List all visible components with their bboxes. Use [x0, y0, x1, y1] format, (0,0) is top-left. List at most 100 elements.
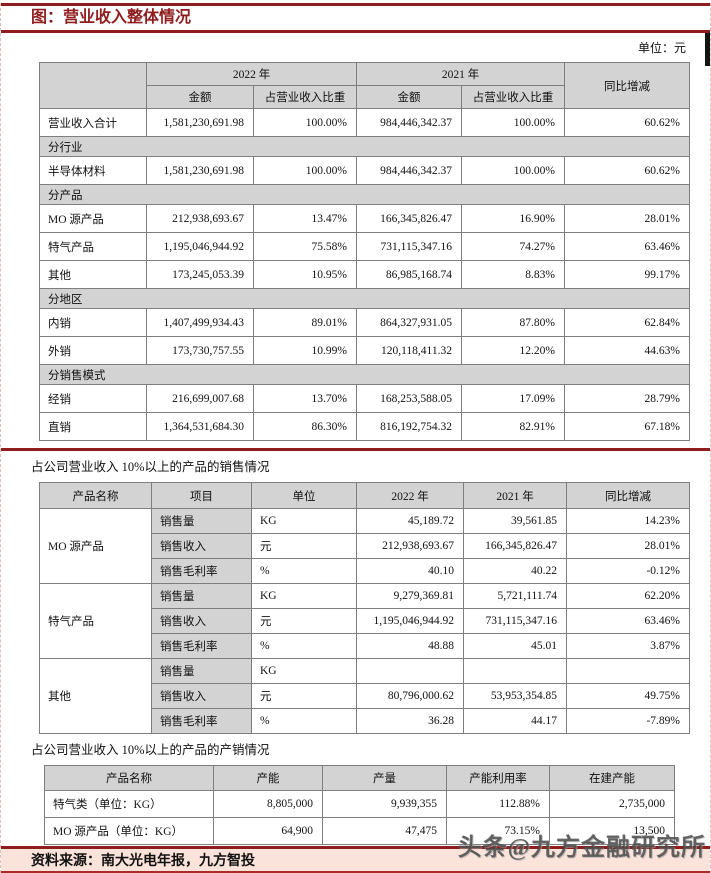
- item-label: 销售收入: [151, 608, 252, 634]
- value-2022: 40.10: [356, 558, 464, 584]
- amount-2022: 1,364,531,684.30: [146, 412, 254, 441]
- value-2022: 80,796,000.62: [356, 683, 464, 709]
- share-2021: 17.09%: [461, 384, 565, 413]
- col-header-share-2021: 占营业收入比重: [461, 85, 565, 109]
- yoy-value: [566, 658, 690, 684]
- section-label: 分地区: [39, 288, 690, 309]
- col-header-amount-2022: 金额: [146, 85, 254, 109]
- table-row: 经销 216,699,007.68 13.70% 168,253,588.05 …: [39, 384, 690, 413]
- col-header-capacity: 产能: [213, 765, 323, 791]
- amount-2022: 212,938,693.67: [146, 204, 254, 233]
- yoy-value: 28.01%: [564, 204, 690, 233]
- yoy-value: 60.62%: [564, 108, 690, 137]
- page-title: 图：营业收入整体情况: [31, 9, 192, 26]
- value-2021: 39,561.85: [463, 508, 567, 534]
- share-2021: 100.00%: [461, 156, 565, 185]
- section-row: 分行业: [39, 136, 690, 157]
- row-label: 直销: [39, 412, 147, 441]
- unit-value: 元: [251, 683, 357, 709]
- col-header-share-2022: 占营业收入比重: [253, 85, 357, 109]
- section-label: 分销售模式: [39, 364, 690, 385]
- share-2022: 75.58%: [253, 232, 357, 261]
- scrollbar-thumb[interactable]: [705, 33, 710, 66]
- col-header-yoy: 同比增减: [566, 482, 690, 509]
- yoy-value: -7.89%: [566, 708, 690, 734]
- col-header-amount-2021: 金额: [356, 85, 462, 109]
- yoy-value: 28.01%: [566, 533, 690, 559]
- title-underline: [1, 30, 710, 33]
- share-2022: 13.70%: [253, 384, 357, 413]
- item-label: 销售量: [151, 658, 252, 684]
- unit-value: %: [251, 633, 357, 659]
- section-divider-rule: [1, 448, 710, 451]
- share-2022: 100.00%: [253, 156, 357, 185]
- row-label: 特气产品: [39, 232, 147, 261]
- share-2022: 89.01%: [253, 308, 357, 337]
- empty-corner-cell: [39, 62, 147, 109]
- table-row: 销售毛利率 % 36.28 44.17 -7.89%: [40, 708, 690, 734]
- item-label: 销售毛利率: [151, 708, 252, 734]
- utilization-value: 73.15%: [446, 817, 550, 845]
- col-header-2021: 2021 年: [463, 482, 567, 509]
- row-label: 半导体材料: [39, 156, 147, 185]
- item-label: 销售量: [151, 583, 252, 609]
- col-header-product: 产品名称: [44, 765, 214, 791]
- table-row: 其他 173,245,053.39 10.95% 86,985,168.74 8…: [39, 260, 690, 289]
- item-label: 销售毛利率: [151, 558, 252, 584]
- amount-2021: 168,253,588.05: [356, 384, 462, 413]
- product-name: MO 源产品（单位：KG）: [44, 817, 214, 845]
- item-label: 销售毛利率: [151, 633, 252, 659]
- output-value: 47,475: [322, 817, 447, 845]
- unit-label: 单位：元: [637, 41, 686, 55]
- row-label: 经销: [39, 384, 147, 413]
- table-row: 特气产品 销售量 KG 9,279,369.81 5,721,111.74 62…: [39, 583, 690, 659]
- product-name: 特气产品: [39, 583, 152, 659]
- share-2021: 100.00%: [461, 108, 565, 137]
- value-2022: [356, 658, 464, 684]
- share-2021: 82.91%: [461, 412, 565, 441]
- table-header-row: 2022 年 2021 年 同比增减: [39, 62, 690, 109]
- yoy-value: 14.23%: [566, 508, 690, 534]
- output-value: 9,939,355: [322, 790, 447, 818]
- amount-2021: 86,985,168.74: [356, 260, 462, 289]
- col-header-yoy: 同比增减: [564, 62, 690, 109]
- row-label: 营业收入合计: [39, 108, 147, 137]
- table-row: 直销 1,364,531,684.30 86.30% 816,192,754.3…: [39, 412, 690, 441]
- section-label: 分产品: [39, 184, 690, 205]
- col-header-unit: 单位: [251, 482, 357, 509]
- yoy-value: 63.46%: [566, 608, 690, 634]
- value-2021: 44.17: [463, 708, 567, 734]
- table-row: MO 源产品（单位：KG） 64,900 47,475 73.15% 13,50…: [44, 817, 675, 845]
- section-row: 分产品: [39, 184, 690, 205]
- yoy-value: 62.84%: [564, 308, 690, 337]
- amount-2021: 731,115,347.16: [356, 232, 462, 261]
- table-row: 特气产品 1,195,046,944.92 75.58% 731,115,347…: [39, 232, 690, 261]
- amount-2021: 166,345,826.47: [356, 204, 462, 233]
- unit-value: 元: [251, 533, 357, 559]
- yoy-value: 49.75%: [566, 683, 690, 709]
- amount-2021: 984,446,342.37: [356, 156, 462, 185]
- table-row: MO 源产品 销售量 KG 45,189.72 39,561.85 14.23%: [39, 508, 690, 584]
- toutiao-watermark: 头条@九方金融研究所: [457, 835, 706, 861]
- share-2022: 86.30%: [253, 412, 357, 441]
- share-2021: 12.20%: [461, 336, 565, 365]
- share-2021: 16.90%: [461, 204, 565, 233]
- amount-2022: 1,581,230,691.98: [146, 108, 254, 137]
- capacity-value: 64,900: [213, 817, 323, 845]
- value-2022: 9,279,369.81: [356, 583, 464, 609]
- table-header-row: 产品名称 项目 单位 2022 年 2021 年 同比增减: [39, 482, 690, 509]
- table-subheader-row: 金额 占营业收入比重 金额 占营业收入比重: [40, 85, 690, 109]
- value-2022: 45,189.72: [356, 508, 464, 534]
- col-header-product: 产品名称: [39, 482, 152, 509]
- share-2021: 74.27%: [461, 232, 565, 261]
- col-header-2022: 2022 年: [146, 62, 357, 86]
- yoy-value: 63.46%: [564, 232, 690, 261]
- under-construction-value: 13,500: [549, 817, 675, 845]
- product-sales-table: 产品名称 项目 单位 2022 年 2021 年 同比增减 MO 源产品 销售量…: [39, 482, 690, 734]
- capacity-value: 8,805,000: [213, 790, 323, 818]
- value-2021: 40.22: [463, 558, 567, 584]
- unit-value: KG: [251, 658, 357, 684]
- table-row: MO 源产品 212,938,693.67 13.47% 166,345,826…: [39, 204, 690, 233]
- amount-2022: 216,699,007.68: [146, 384, 254, 413]
- amount-2022: 173,730,757.55: [146, 336, 254, 365]
